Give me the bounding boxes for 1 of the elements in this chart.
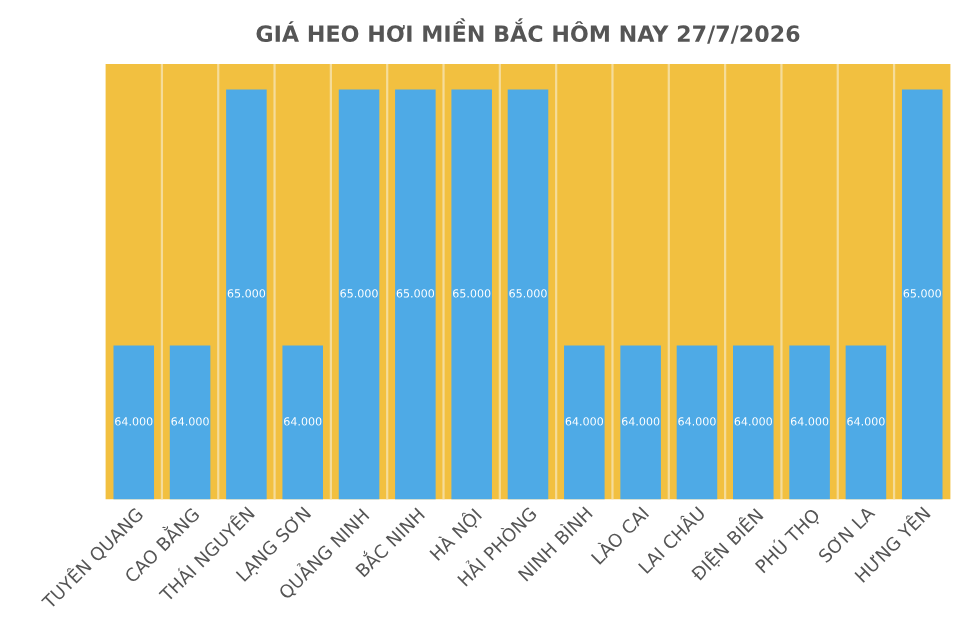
chart-title: GIÁ HEO HƠI MIỀN BẮC HÔM NAY 27/7/2026 <box>256 18 800 44</box>
